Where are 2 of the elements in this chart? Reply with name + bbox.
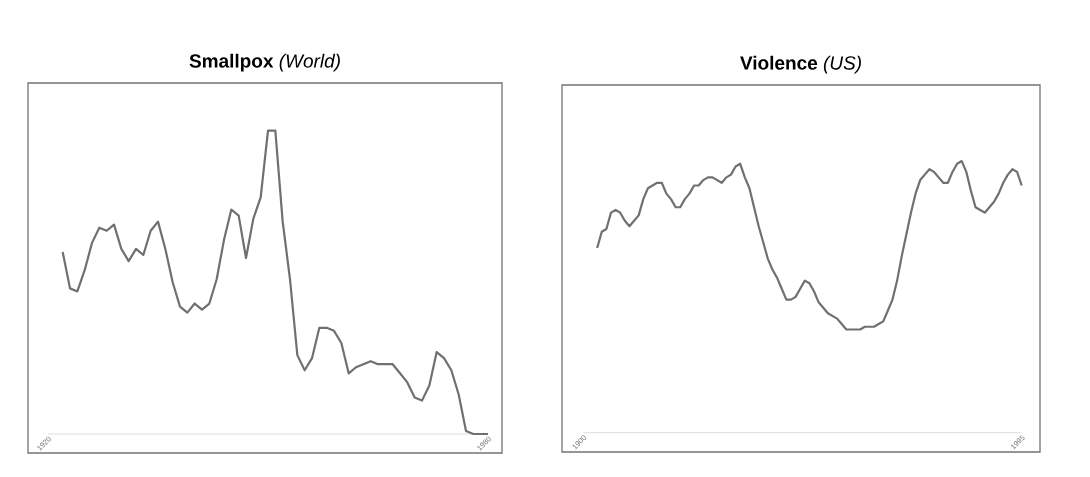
chart-title: Smallpox (World) (189, 53, 340, 72)
chart-title: Violence (US) (740, 55, 861, 74)
